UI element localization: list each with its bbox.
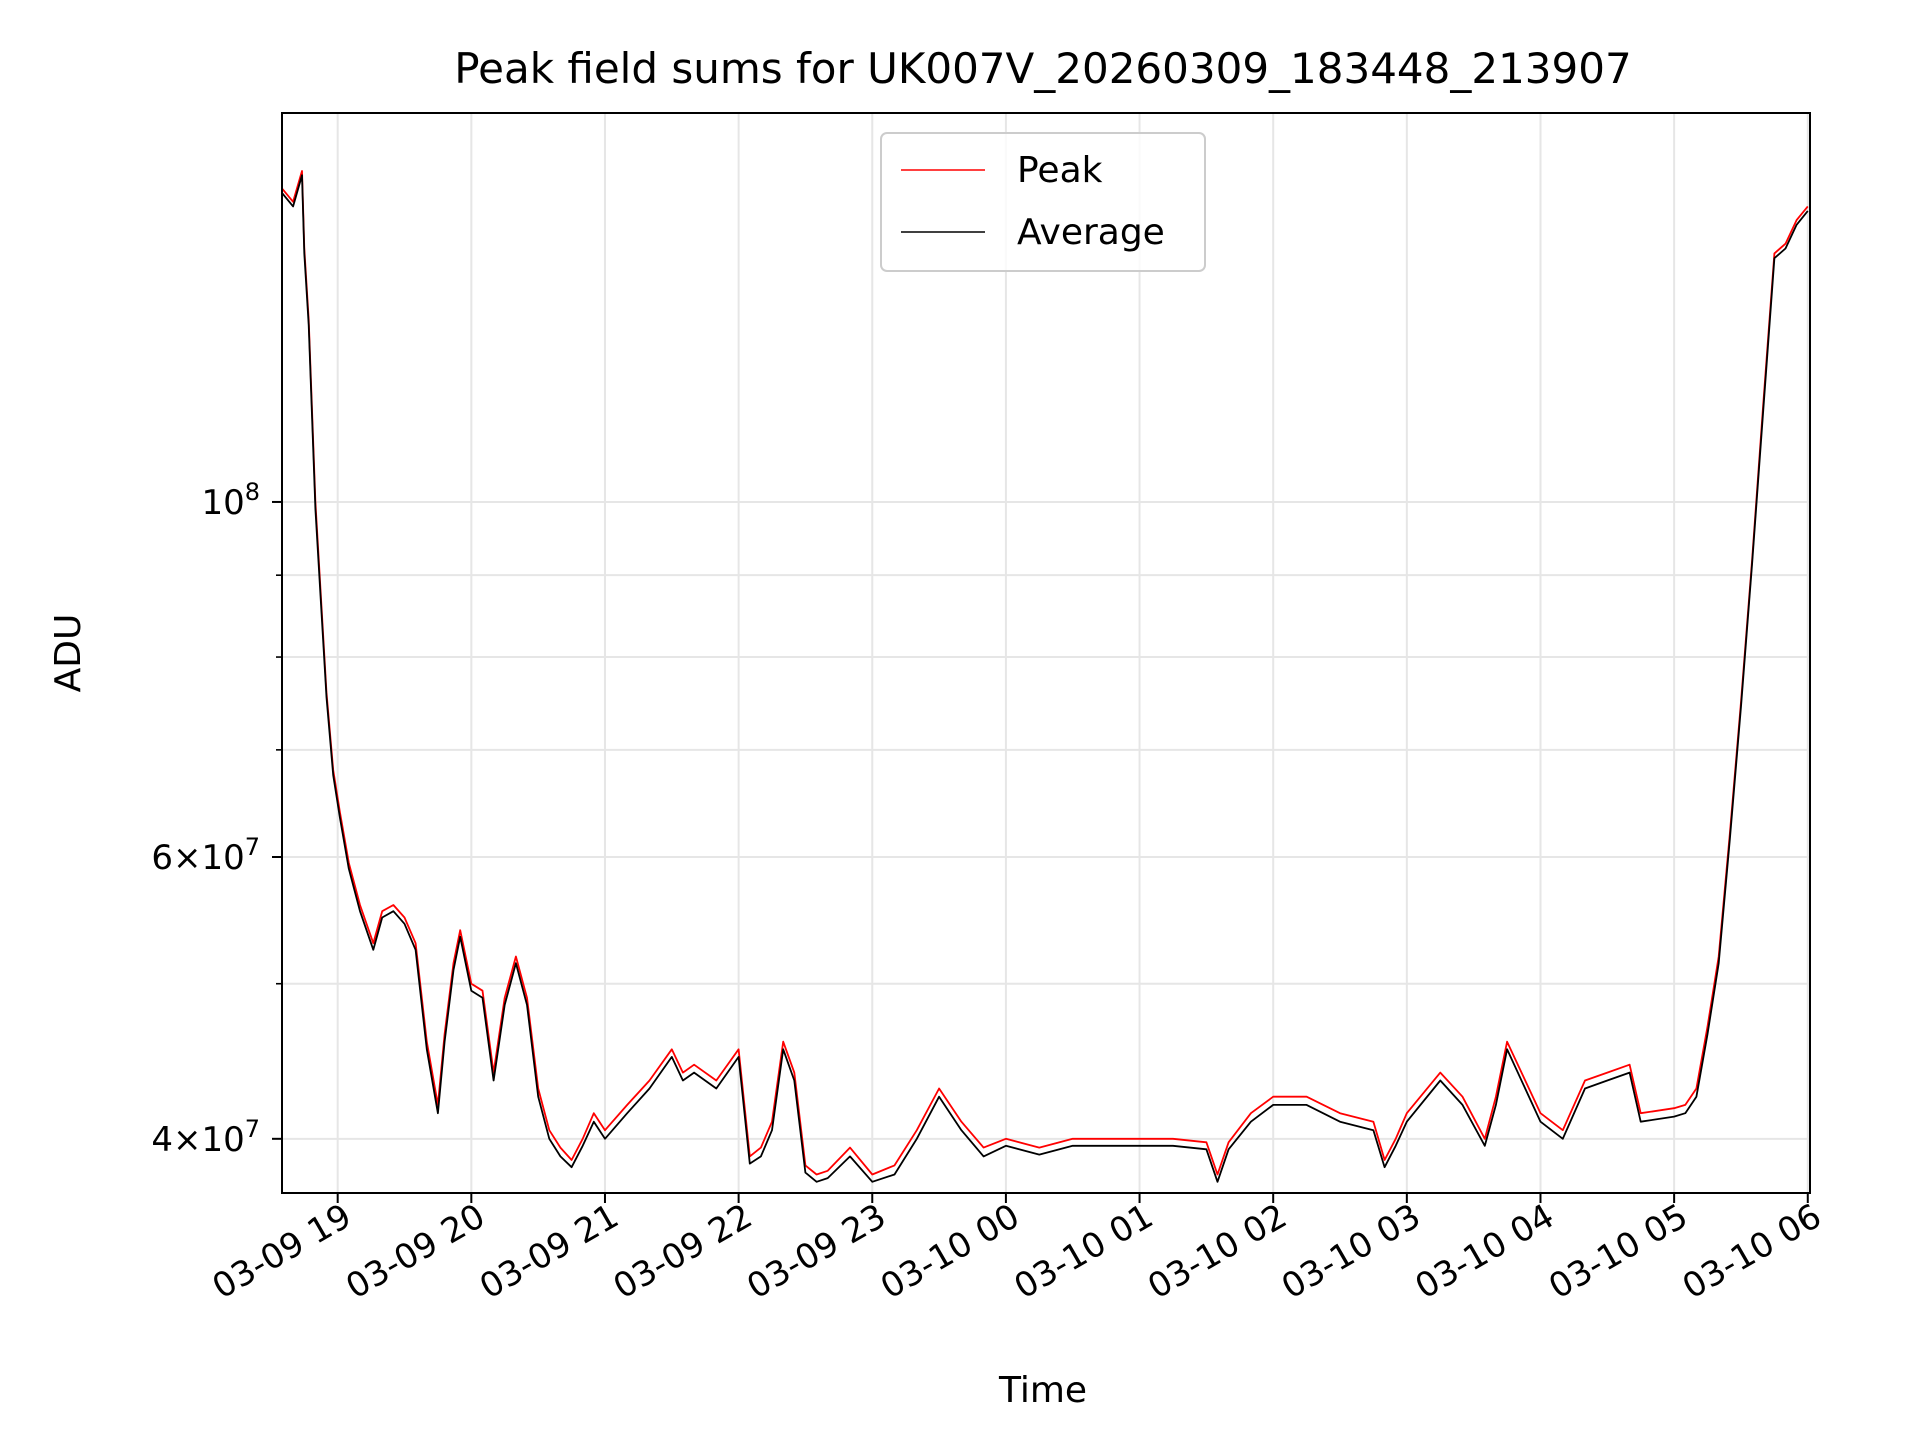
legend-label-average: Average [1017,212,1165,253]
chart-title: Peak field sums for UK007V_20260309_1834… [454,44,1631,93]
y-tick-label: 108 [201,478,260,523]
x-axis-label: Time [998,1370,1087,1411]
y-axis-label: ADU [48,614,89,693]
series-lines [281,170,1809,1183]
series-line-average [281,174,1809,1183]
legend-label-peak: Peak [1017,150,1103,191]
legend-box [880,132,1206,272]
y-axis: 4×107 6×107 108 [151,478,282,1160]
legend: Peak Average [880,132,1206,272]
y-tick-label: 4×107 [151,1115,260,1160]
grid [282,113,1810,1193]
plot-frame [281,112,1811,1194]
y-tick-label: 6×107 [151,833,260,878]
